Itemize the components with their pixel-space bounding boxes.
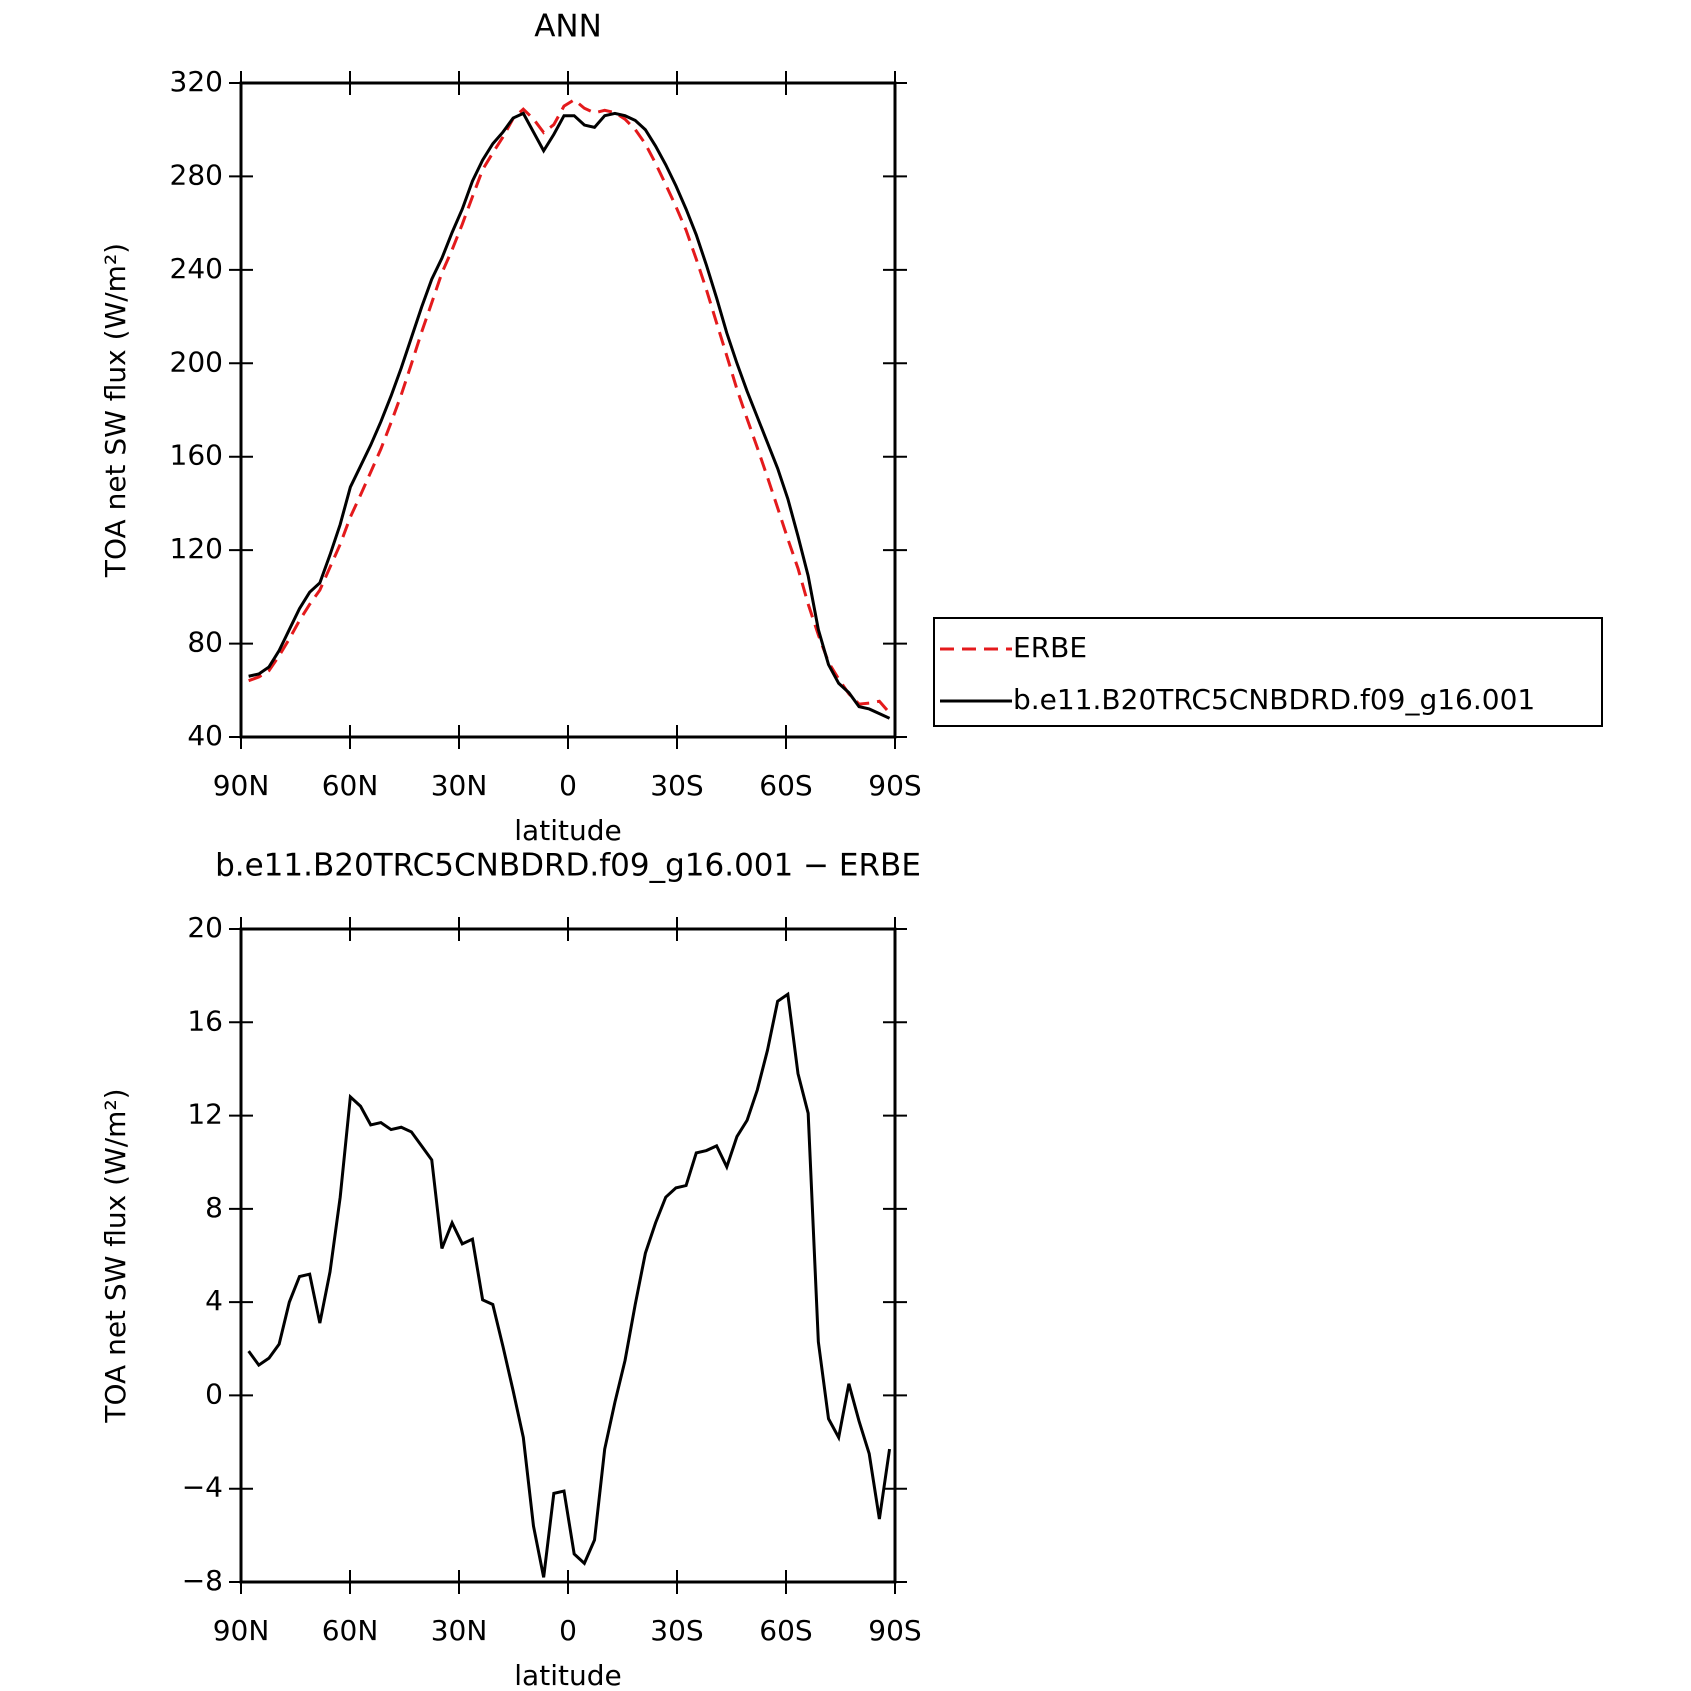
data-line <box>247 991 892 1578</box>
data-line <box>248 111 891 720</box>
legend-label: ERBE <box>1013 631 1087 664</box>
y-tick-label: 320 <box>170 65 223 98</box>
x-tick-label: 60S <box>759 769 812 802</box>
x-axis-label: latitude <box>514 814 621 847</box>
x-tick-label: 0 <box>559 1614 577 1647</box>
x-tick-label: 90N <box>213 1614 270 1647</box>
x-tick-label: 60S <box>759 1614 812 1647</box>
y-tick-label: 240 <box>170 252 223 285</box>
y-tick-label: −8 <box>182 1564 223 1597</box>
y-tick-label: 280 <box>170 158 223 191</box>
y-tick-label: 160 <box>170 439 223 472</box>
y-tick-label: 8 <box>205 1191 223 1224</box>
plot-frame <box>239 927 897 1584</box>
y-tick-label: 40 <box>187 719 223 752</box>
y-tick-label: −4 <box>182 1471 223 1504</box>
y-tick-label: 0 <box>205 1377 223 1410</box>
y-tick-label: 4 <box>205 1284 223 1317</box>
data-line <box>248 97 891 714</box>
x-tick-label: 60N <box>322 1614 379 1647</box>
x-tick-label: 90N <box>213 769 270 802</box>
x-tick-label: 60N <box>322 769 379 802</box>
chart-title: ANN <box>534 9 602 45</box>
x-axis-label: latitude <box>514 1659 621 1691</box>
x-tick-label: 30N <box>431 1614 488 1647</box>
x-tick-label: 0 <box>559 769 577 802</box>
legend-label: b.e11.B20TRC5CNBDRD.f09_g16.001 <box>1013 683 1535 716</box>
y-tick-label: 20 <box>187 911 223 944</box>
plot-frame <box>239 81 897 739</box>
y-axis-label: TOA net SW flux (W/m²) <box>99 1088 132 1423</box>
x-tick-label: 30S <box>650 769 703 802</box>
x-tick-label: 90S <box>868 769 921 802</box>
y-tick-label: 16 <box>187 1004 223 1037</box>
y-axis-label: TOA net SW flux (W/m²) <box>99 243 132 578</box>
y-tick-label: 80 <box>187 626 223 659</box>
chart-title: b.e11.B20TRC5CNBDRD.f09_g16.001 − ERBE <box>215 848 921 884</box>
legend-box <box>933 617 1603 727</box>
y-tick-label: 120 <box>170 532 223 565</box>
x-tick-label: 30S <box>650 1614 703 1647</box>
y-tick-label: 12 <box>187 1098 223 1131</box>
y-tick-label: 200 <box>170 345 223 378</box>
x-tick-label: 90S <box>868 1614 921 1647</box>
x-tick-label: 30N <box>431 769 488 802</box>
